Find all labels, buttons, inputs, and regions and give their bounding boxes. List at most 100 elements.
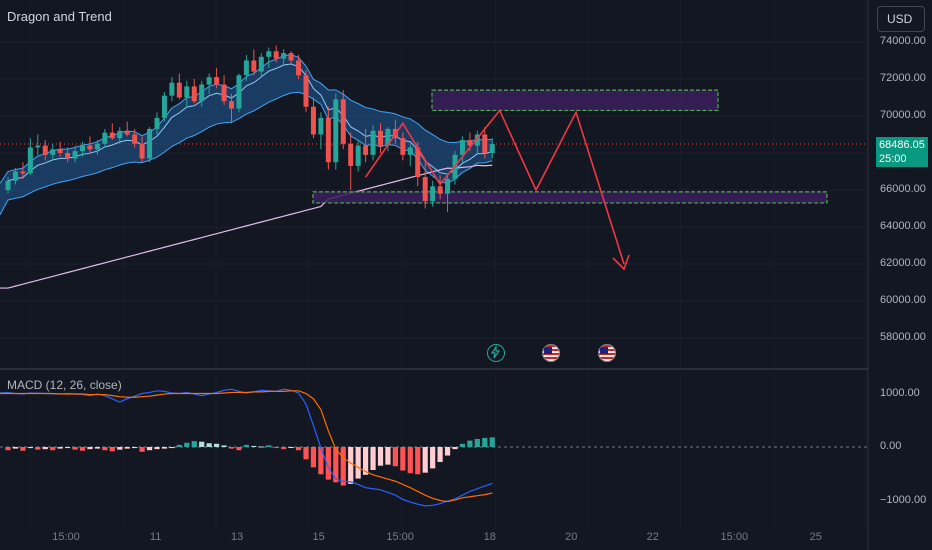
price-tick-label: 60000.00 bbox=[880, 294, 926, 306]
histogram-bar bbox=[370, 447, 376, 471]
histogram-bar bbox=[42, 447, 48, 450]
candle-body bbox=[221, 84, 227, 102]
candle-body bbox=[296, 60, 302, 76]
candle-body bbox=[176, 82, 182, 98]
time-tick-label: 20 bbox=[565, 531, 578, 543]
histogram-bar bbox=[243, 444, 249, 447]
histogram-bar bbox=[87, 447, 93, 450]
histogram-bar bbox=[146, 447, 153, 451]
price-tick-label: 62000.00 bbox=[880, 257, 926, 269]
candle-body bbox=[422, 177, 428, 202]
price-tick-label: 66000.00 bbox=[880, 183, 926, 195]
candle-body bbox=[445, 178, 451, 194]
time-tick-label: 15:00 bbox=[720, 531, 749, 543]
histogram-bar bbox=[385, 447, 391, 465]
histogram-bar bbox=[139, 447, 145, 452]
histogram-bar bbox=[199, 441, 205, 447]
histogram-bar bbox=[288, 447, 294, 448]
candle-body bbox=[5, 180, 11, 190]
histogram-bar bbox=[303, 447, 309, 460]
histogram-bar bbox=[161, 447, 168, 449]
histogram-bar bbox=[430, 447, 436, 469]
price-tick-label: 70000.00 bbox=[880, 109, 926, 121]
histogram-bar bbox=[214, 443, 220, 447]
us-flag-icon[interactable] bbox=[542, 344, 560, 362]
candle-body bbox=[482, 134, 488, 153]
histogram-bar bbox=[124, 447, 130, 449]
signal-line bbox=[0, 390, 493, 503]
histogram-bar bbox=[444, 447, 451, 456]
histogram-bar bbox=[407, 447, 413, 474]
candle-body bbox=[191, 86, 197, 102]
candle-body bbox=[273, 51, 279, 59]
histogram-bar bbox=[221, 445, 227, 447]
histogram-bar bbox=[154, 447, 160, 450]
candle-body bbox=[333, 99, 339, 163]
histogram-bar bbox=[355, 447, 361, 479]
candle-body bbox=[243, 60, 249, 76]
histogram-bar bbox=[236, 447, 242, 451]
histogram-bar bbox=[132, 447, 138, 449]
histogram-bar bbox=[482, 437, 488, 447]
histogram-bar bbox=[310, 447, 317, 468]
candle-body bbox=[169, 82, 175, 96]
candle-body bbox=[288, 53, 294, 61]
flash-icon[interactable] bbox=[487, 344, 505, 362]
candle-body bbox=[467, 140, 473, 146]
candle-body bbox=[251, 60, 257, 72]
candle-body bbox=[474, 134, 480, 146]
currency-button[interactable]: USD bbox=[877, 6, 925, 32]
histogram-bar bbox=[258, 446, 264, 448]
histogram-bar bbox=[281, 447, 287, 450]
time-tick-label: 22 bbox=[646, 531, 659, 543]
time-tick-label: 15:00 bbox=[386, 531, 414, 543]
candle-body bbox=[281, 53, 287, 59]
candle-body bbox=[94, 143, 100, 150]
candle-body bbox=[258, 56, 264, 72]
candle-body bbox=[236, 75, 242, 109]
histogram-bar bbox=[348, 447, 354, 484]
zone-rect bbox=[312, 191, 828, 204]
candle-body bbox=[348, 143, 354, 166]
histogram-bar bbox=[459, 443, 466, 447]
candle-body bbox=[50, 149, 56, 155]
histogram-bar bbox=[35, 447, 41, 450]
us-flag-icon[interactable] bbox=[598, 344, 616, 362]
candle-body bbox=[87, 145, 93, 150]
histogram-bar bbox=[65, 447, 71, 449]
slow-ma-line bbox=[0, 164, 493, 289]
candle-body bbox=[407, 147, 413, 155]
candle-body bbox=[385, 128, 391, 146]
countdown-value: 25:00 bbox=[879, 153, 907, 165]
candle-body bbox=[325, 117, 331, 163]
candle-body bbox=[303, 75, 309, 107]
candle-body bbox=[430, 186, 436, 202]
histogram-bar bbox=[474, 438, 480, 447]
time-tick-label: 13 bbox=[231, 531, 244, 543]
ema-fast-line bbox=[7, 63, 493, 182]
price-tick-label: 74000.00 bbox=[880, 35, 926, 47]
candle-body bbox=[72, 151, 78, 159]
histogram-bar bbox=[102, 447, 108, 451]
macd-title: MACD (12, 26, close) bbox=[7, 378, 122, 392]
candle-body bbox=[214, 77, 220, 85]
histogram-bar bbox=[251, 445, 257, 447]
candle-body bbox=[132, 134, 138, 144]
candle-body bbox=[184, 86, 190, 98]
candle-body bbox=[139, 143, 145, 159]
histogram-bar bbox=[363, 447, 369, 475]
histogram-bar bbox=[12, 447, 19, 449]
candle-body bbox=[437, 186, 443, 194]
histogram-bar bbox=[57, 447, 63, 449]
candle-body bbox=[80, 145, 85, 152]
candle-body bbox=[147, 128, 153, 159]
last-price-tag: 68486.05 25:00 bbox=[876, 137, 928, 167]
time-tick-label: 25 bbox=[809, 531, 822, 543]
candle-body bbox=[65, 153, 71, 159]
histogram-bar bbox=[79, 447, 86, 451]
histogram-bar bbox=[27, 447, 33, 449]
histogram-bar bbox=[50, 447, 56, 451]
price-tick-label: 64000.00 bbox=[880, 220, 926, 232]
last-price-value: 68486.05 bbox=[879, 139, 925, 151]
